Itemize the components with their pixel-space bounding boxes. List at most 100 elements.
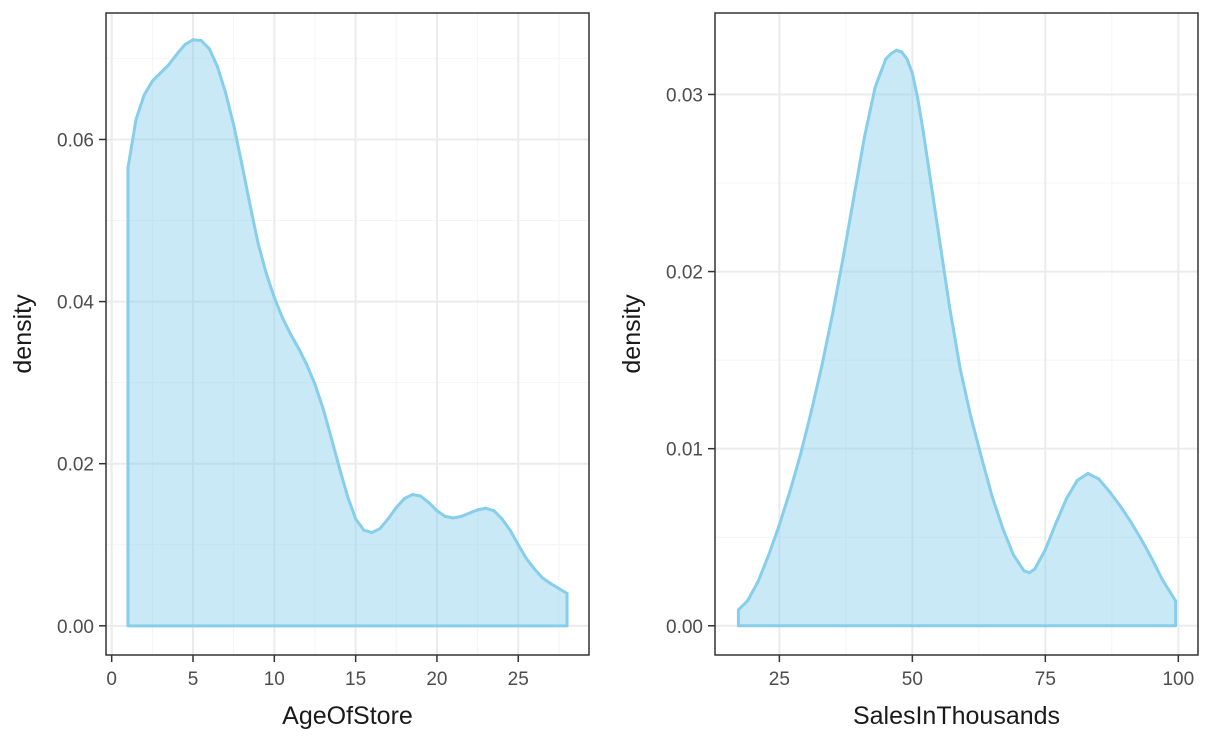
sales-in-thousands-x-tick-label: 25 xyxy=(769,669,790,690)
sales-in-thousands-density-point xyxy=(745,599,749,603)
age-of-store-density-point xyxy=(508,528,512,532)
age-of-store-density-point xyxy=(264,271,268,275)
sales-in-thousands-density-point xyxy=(1118,503,1122,507)
sales-in-thousands-density-point xyxy=(969,415,973,419)
sales-in-thousands-density-point xyxy=(910,71,914,75)
sales-in-thousands-density-point xyxy=(1097,477,1101,481)
sales-in-thousands-y-tick-label: 0.00 xyxy=(666,617,703,638)
age-of-store-density-point xyxy=(533,567,537,571)
sales-in-thousands-density-point xyxy=(1001,526,1005,530)
sales-in-thousands-panel-border xyxy=(714,12,1199,656)
sales-in-thousands-density-point xyxy=(1150,556,1154,560)
age-of-store-density-point xyxy=(443,514,447,518)
sales-in-thousands-density-point xyxy=(990,494,994,498)
age-of-store-density-point xyxy=(329,436,333,440)
age-of-store-density-point xyxy=(126,166,130,170)
age-of-store-density-point xyxy=(142,93,146,97)
age-of-store-y-tick-label: 0.02 xyxy=(57,455,94,476)
sales-in-thousands-density-point xyxy=(1033,567,1037,571)
age-of-store-density-point xyxy=(175,52,179,56)
age-of-store-density-point xyxy=(394,505,398,509)
age-of-store-density-point xyxy=(500,517,504,521)
sales-in-thousands-density-point xyxy=(884,57,888,61)
age-of-store-density-point xyxy=(297,347,301,351)
age-of-store-y-tick-label: 0.04 xyxy=(57,293,94,314)
sales-in-thousands-x-tick-label: 75 xyxy=(1035,669,1056,690)
age-of-store-density-point xyxy=(459,514,463,518)
age-of-store-density-point xyxy=(524,557,528,561)
sales-in-thousands-density-point xyxy=(1086,471,1090,475)
sales-in-thousands-density-point xyxy=(980,456,984,460)
age-of-store-density-point xyxy=(215,65,219,68)
age-of-store-panel-border xyxy=(105,12,590,656)
age-of-store-density-point xyxy=(224,90,228,94)
sales-in-thousands-density-area xyxy=(736,48,1178,628)
sales-in-thousands-density-point xyxy=(873,85,877,89)
sales-in-thousands-density-point xyxy=(1174,599,1178,603)
age-of-store-x-axis-title: AgeOfStore xyxy=(282,702,413,730)
sales-in-thousands-density-point xyxy=(820,363,824,367)
age-of-store-density-point xyxy=(321,407,325,411)
sales-in-thousands-plot-background xyxy=(715,13,1198,655)
age-of-store-density-point xyxy=(476,508,480,512)
sales-in-thousands-density-point xyxy=(788,489,792,493)
sales-in-thousands-density-point xyxy=(921,128,925,132)
age-of-store-density-point xyxy=(183,43,187,47)
sales-in-thousands-y-tick-label: 0.03 xyxy=(666,85,703,106)
age-of-store-density-point xyxy=(516,543,520,547)
age-of-store-density-point xyxy=(402,497,406,501)
sales-in-thousands-density-point xyxy=(1160,578,1164,582)
age-of-store-density-point xyxy=(248,202,252,206)
age-of-store-density-point xyxy=(256,241,260,245)
sales-in-thousands-density-point xyxy=(862,135,866,139)
sales-in-thousands-density-point xyxy=(948,305,952,309)
age-of-store-density-point xyxy=(549,582,553,586)
sales-in-thousands-density-point xyxy=(852,195,856,199)
age-of-store-density-point xyxy=(191,38,195,42)
age-of-store-plot-background xyxy=(106,13,589,655)
sales-in-thousands-density-panel: 25 50 75 100 0.00 0.01 0.02 0.03 SalesInThousand… xyxy=(618,12,1199,730)
age-of-store-density-point xyxy=(232,123,236,127)
sales-in-thousands-density-point xyxy=(756,580,760,584)
sales-in-thousands-density-point xyxy=(926,163,930,167)
age-of-store-density-point xyxy=(435,509,439,513)
sales-in-thousands-density-point xyxy=(900,50,904,54)
age-of-store-density-point xyxy=(134,117,138,121)
sales-in-thousands-density-point xyxy=(799,452,803,456)
age-of-store-density-point xyxy=(346,494,349,498)
age-of-store-x-tick-label: 0 xyxy=(106,669,117,690)
age-of-store-density-point xyxy=(158,71,162,75)
age-of-store-density-point xyxy=(167,63,171,67)
age-of-store-density-point xyxy=(207,47,211,51)
sales-in-thousands-density-point xyxy=(1128,519,1132,523)
age-of-store-density-point xyxy=(272,296,276,300)
age-of-store-density-point xyxy=(467,511,471,515)
age-of-store-density-panel: 0 5 10 15 20 25 0.00 0.02 0.04 0.06 AgeOfStore dens… xyxy=(9,12,590,730)
age-of-store-density-point xyxy=(427,501,431,505)
age-of-store-density-point xyxy=(199,39,203,43)
sales-in-thousands-x-axis-title: SalesInThousands xyxy=(853,702,1060,730)
age-of-store-y-tick-label: 0.06 xyxy=(57,130,94,151)
sales-in-thousands-density-point xyxy=(889,52,893,56)
sales-in-thousands-y-axis-title: density xyxy=(618,294,646,374)
age-of-store-density-point xyxy=(370,531,374,535)
age-of-store-density-point xyxy=(150,79,154,83)
age-of-store-density-point xyxy=(411,493,415,496)
age-of-store-density-point xyxy=(492,509,496,513)
sales-in-thousands-density-point xyxy=(1011,553,1015,557)
age-of-store-density-point xyxy=(484,506,488,510)
age-of-store-x-tick-label: 10 xyxy=(264,669,285,690)
sales-in-thousands-density-point xyxy=(1139,537,1143,541)
sales-in-thousands-density-point xyxy=(916,96,920,100)
age-of-store-density-point xyxy=(240,162,244,166)
sales-in-thousands-density-point xyxy=(958,367,962,371)
sales-in-thousands-density-point xyxy=(1027,571,1031,575)
age-of-store-density-point xyxy=(280,316,284,320)
sales-in-thousands-y-tick-label: 0.01 xyxy=(666,440,703,461)
sales-in-thousands-density-point xyxy=(767,553,771,557)
age-of-store-x-tick-label: 5 xyxy=(188,669,199,690)
age-of-store-y-tick-label: 0.00 xyxy=(57,617,94,638)
age-of-store-density-point xyxy=(451,516,455,520)
sales-in-thousands-density-point xyxy=(905,57,909,61)
age-of-store-density-point xyxy=(565,591,569,595)
